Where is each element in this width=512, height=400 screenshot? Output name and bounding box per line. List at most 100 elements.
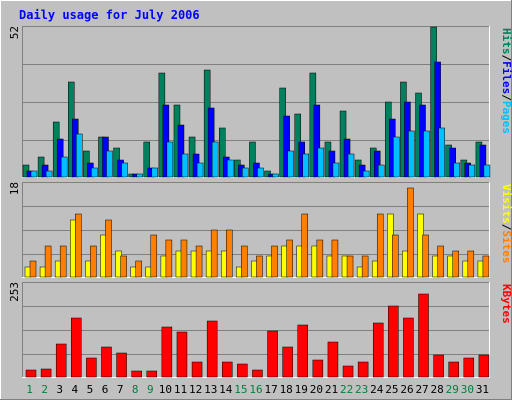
bar-pages-day-6 <box>106 150 113 178</box>
day-label-25: 25 <box>385 383 398 396</box>
day-label-4: 4 <box>72 383 79 396</box>
day-label-30: 30 <box>461 383 474 396</box>
side-label-kbytes: KBytes <box>500 284 512 324</box>
day-label-27: 27 <box>415 383 428 396</box>
bar-kbytes-day-1 <box>25 369 37 378</box>
day-label-13: 13 <box>204 383 217 396</box>
bar-hits-day-14 <box>219 127 226 178</box>
bar-pages-day-28 <box>438 127 445 178</box>
day-label-5: 5 <box>87 383 94 396</box>
side-label-part-1: / <box>500 224 512 231</box>
bar-sites-day-26 <box>407 187 414 278</box>
day-label-11: 11 <box>174 383 187 396</box>
bar-kbytes-day-3 <box>55 343 67 378</box>
bar-sites-day-23 <box>361 255 369 278</box>
bar-sites-day-12 <box>195 245 203 278</box>
bar-sites-day-3 <box>59 245 67 278</box>
bar-files-day-31 <box>479 144 487 178</box>
bar-pages-day-4 <box>76 133 83 178</box>
bar-sites-day-10 <box>165 239 173 278</box>
day-label-22: 22 <box>340 383 353 396</box>
bar-files-day-20 <box>313 104 321 178</box>
side-label-part-2: Files <box>500 61 512 94</box>
day-label-31: 31 <box>476 383 489 396</box>
bar-pages-day-2 <box>45 170 53 178</box>
panel-hits-files-pages: 52 Hits/Files/Pages <box>8 26 512 178</box>
side-label-part-0: KBytes <box>500 284 512 324</box>
bar-pages-day-14 <box>227 159 234 178</box>
bar-sites-day-4 <box>75 213 82 278</box>
bar-pages-day-20 <box>317 147 325 178</box>
ymax-label-hits-files-pages: 52 <box>8 26 21 39</box>
bar-pages-day-31 <box>483 164 491 178</box>
day-label-20: 20 <box>310 383 323 396</box>
bar-sites-day-29 <box>452 250 459 278</box>
bar-pages-day-15 <box>242 167 249 178</box>
day-label-7: 7 <box>117 383 124 396</box>
bar-pages-day-29 <box>453 162 460 178</box>
bar-pages-day-11 <box>181 153 189 178</box>
bar-pages-day-9 <box>151 167 159 178</box>
bar-kbytes-day-11 <box>176 331 188 378</box>
bar-sites-day-24 <box>376 213 384 278</box>
bar-pages-day-27 <box>423 130 430 178</box>
ymax-label-visits-sites: 18 <box>8 182 21 195</box>
bar-sites-day-21 <box>331 239 339 278</box>
bar-kbytes-day-2 <box>40 368 52 378</box>
bar-kbytes-day-21 <box>327 341 339 378</box>
bar-sites-day-14 <box>226 229 233 278</box>
bar-pages-day-16 <box>257 167 264 178</box>
bar-sites-day-30 <box>467 250 475 278</box>
day-label-6: 6 <box>102 383 109 396</box>
bar-pages-day-26 <box>408 130 415 178</box>
day-label-29: 29 <box>446 383 459 396</box>
bar-kbytes-day-30 <box>463 357 475 378</box>
bar-files-day-18 <box>283 115 290 178</box>
day-label-12: 12 <box>189 383 202 396</box>
bar-sites-day-7 <box>120 255 127 278</box>
bar-kbytes-day-25 <box>388 305 399 378</box>
side-label-hits-files-pages: Hits/Files/Pages <box>500 28 512 134</box>
bar-kbytes-day-28 <box>433 354 444 378</box>
bar-pages-day-13 <box>211 141 219 178</box>
bar-kbytes-day-12 <box>191 361 203 378</box>
bar-kbytes-day-6 <box>101 346 112 378</box>
bar-files-day-29 <box>449 147 456 178</box>
chart-title: Daily usage for July 2006 <box>19 8 200 22</box>
bar-sites-day-2 <box>44 245 52 278</box>
bar-files-day-10 <box>162 104 170 178</box>
bar-pages-day-21 <box>332 162 340 178</box>
bar-kbytes-day-14 <box>222 361 233 378</box>
bar-sites-day-11 <box>180 239 188 278</box>
bar-pages-day-24 <box>377 164 385 178</box>
bar-kbytes-day-17 <box>267 330 278 378</box>
bar-sites-day-13 <box>210 229 218 278</box>
bar-hits-day-9 <box>143 141 151 178</box>
bar-kbytes-day-27 <box>418 293 429 378</box>
bar-pages-day-17 <box>272 173 279 178</box>
bar-sites-day-8 <box>135 260 142 278</box>
bar-sites-day-5 <box>90 245 97 278</box>
bar-sites-day-19 <box>301 213 308 278</box>
bar-pages-day-10 <box>166 141 174 178</box>
side-label-part-1: / <box>500 55 512 62</box>
bar-sites-day-18 <box>286 239 293 278</box>
day-label-15: 15 <box>234 383 247 396</box>
bar-kbytes-day-4 <box>71 317 82 378</box>
bar-pages-day-23 <box>362 170 370 178</box>
day-label-1: 1 <box>26 383 33 396</box>
bar-kbytes-day-15 <box>237 363 248 378</box>
bar-pages-day-30 <box>468 164 476 178</box>
day-label-2: 2 <box>41 383 48 396</box>
day-label-21: 21 <box>325 383 338 396</box>
bar-sites-day-16 <box>256 255 263 278</box>
bar-pages-day-25 <box>393 136 400 178</box>
day-label-10: 10 <box>159 383 172 396</box>
bar-sites-day-15 <box>241 245 248 278</box>
bar-pages-day-7 <box>121 162 128 178</box>
bar-sites-day-9 <box>150 234 158 278</box>
bar-pages-day-19 <box>302 153 309 178</box>
bar-kbytes-day-23 <box>357 361 369 378</box>
